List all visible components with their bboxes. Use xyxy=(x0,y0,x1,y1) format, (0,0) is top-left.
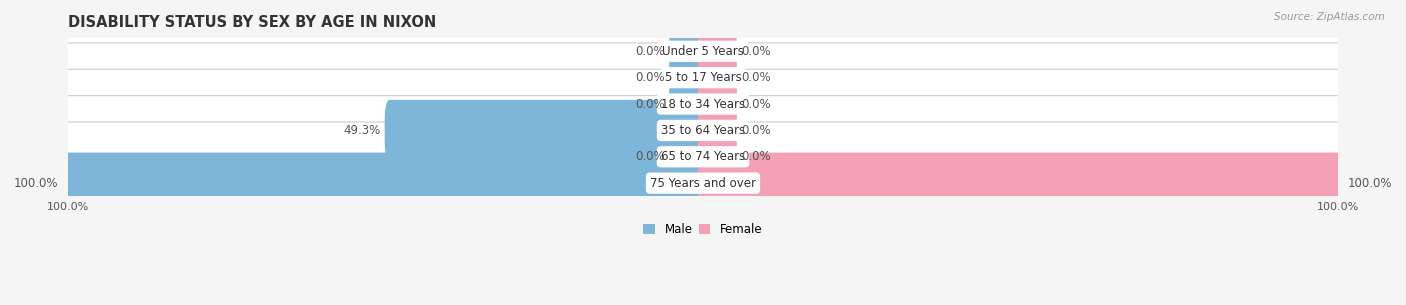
Text: 49.3%: 49.3% xyxy=(343,124,380,137)
FancyBboxPatch shape xyxy=(56,16,1350,139)
FancyBboxPatch shape xyxy=(385,100,709,161)
FancyBboxPatch shape xyxy=(669,74,709,135)
Text: 0.0%: 0.0% xyxy=(636,71,665,84)
FancyBboxPatch shape xyxy=(697,21,737,82)
FancyBboxPatch shape xyxy=(669,21,709,82)
Text: 100.0%: 100.0% xyxy=(1348,177,1392,190)
Text: 0.0%: 0.0% xyxy=(741,98,770,110)
Text: 0.0%: 0.0% xyxy=(741,45,770,58)
Text: 35 to 64 Years: 35 to 64 Years xyxy=(661,124,745,137)
Text: 0.0%: 0.0% xyxy=(636,98,665,110)
FancyBboxPatch shape xyxy=(697,74,737,135)
Text: 0.0%: 0.0% xyxy=(636,150,665,163)
Text: Source: ZipAtlas.com: Source: ZipAtlas.com xyxy=(1274,12,1385,22)
Text: 0.0%: 0.0% xyxy=(636,45,665,58)
FancyBboxPatch shape xyxy=(56,43,1350,165)
Text: DISABILITY STATUS BY SEX BY AGE IN NIXON: DISABILITY STATUS BY SEX BY AGE IN NIXON xyxy=(67,15,436,30)
FancyBboxPatch shape xyxy=(697,100,737,161)
Text: 18 to 34 Years: 18 to 34 Years xyxy=(661,98,745,110)
Text: 75 Years and over: 75 Years and over xyxy=(650,177,756,190)
FancyBboxPatch shape xyxy=(56,0,1350,113)
FancyBboxPatch shape xyxy=(56,96,1350,218)
Legend: Male, Female: Male, Female xyxy=(638,219,768,241)
Text: 5 to 17 Years: 5 to 17 Years xyxy=(665,71,741,84)
Text: 0.0%: 0.0% xyxy=(741,150,770,163)
Text: 65 to 74 Years: 65 to 74 Years xyxy=(661,150,745,163)
Text: 0.0%: 0.0% xyxy=(741,124,770,137)
FancyBboxPatch shape xyxy=(669,126,709,187)
FancyBboxPatch shape xyxy=(697,47,737,108)
FancyBboxPatch shape xyxy=(697,152,1343,214)
FancyBboxPatch shape xyxy=(56,122,1350,244)
FancyBboxPatch shape xyxy=(63,152,709,214)
Text: Under 5 Years: Under 5 Years xyxy=(662,45,744,58)
FancyBboxPatch shape xyxy=(56,69,1350,192)
FancyBboxPatch shape xyxy=(669,47,709,108)
FancyBboxPatch shape xyxy=(697,126,737,187)
Text: 100.0%: 100.0% xyxy=(14,177,58,190)
Text: 0.0%: 0.0% xyxy=(741,71,770,84)
